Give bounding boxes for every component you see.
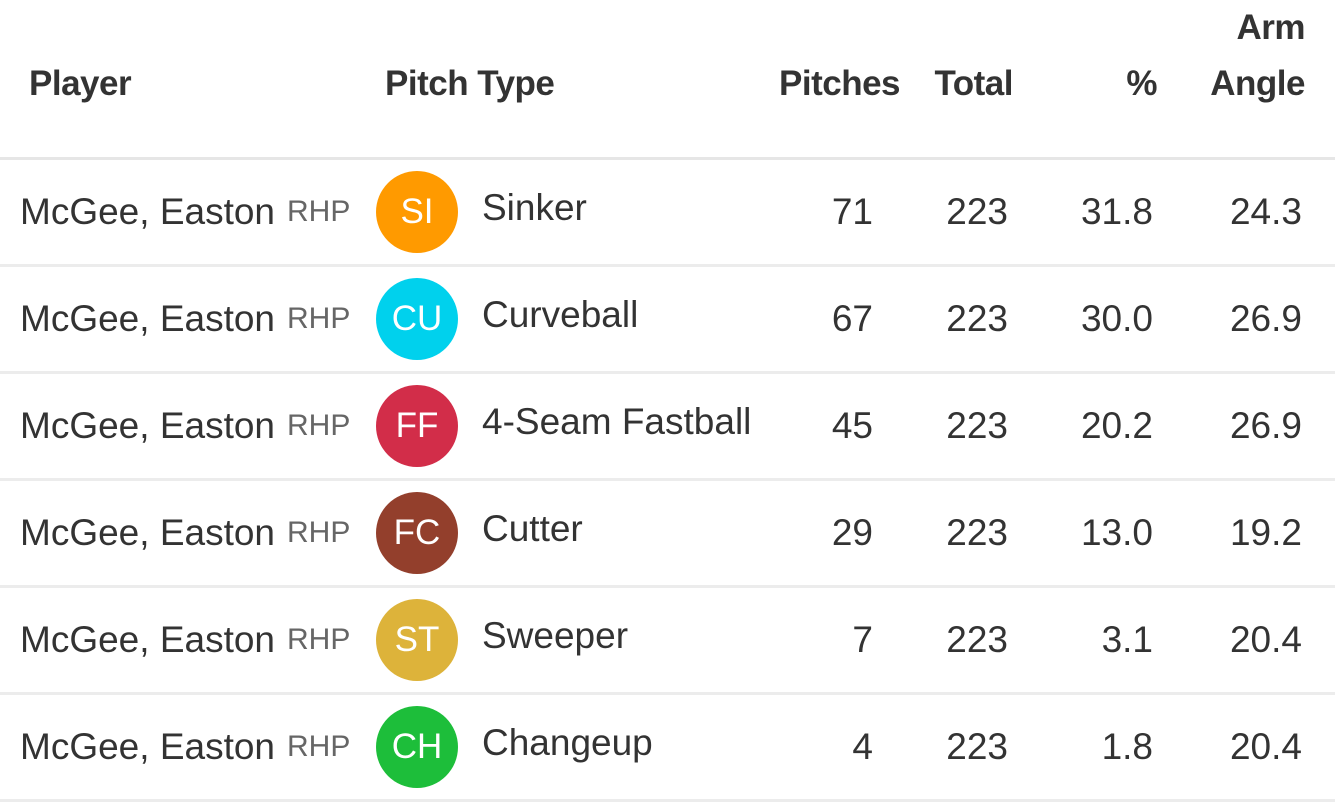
pitch-code-badge: FC (376, 492, 458, 574)
pitch-name: Curveball (482, 294, 639, 335)
arm-angle: 26.9 (1229, 298, 1302, 339)
pitch-name: Sweeper (482, 615, 629, 656)
table-header: Player Pitch Type Pitches Total % Arm An… (0, 0, 1335, 160)
pitch-code-badge: ST (376, 599, 458, 681)
total-count: 223 (946, 619, 1008, 660)
pitch-code-badge: SI (376, 171, 458, 253)
column-header-arm-angle-line1: Arm (1236, 8, 1305, 47)
pitch-count: 67 (831, 298, 873, 339)
arm-angle: 26.9 (1229, 405, 1302, 446)
pitch-code-badge: CH (376, 706, 458, 788)
column-header-percent[interactable]: % (1126, 64, 1157, 103)
pitch-count: 45 (831, 405, 873, 446)
total-count: 223 (946, 191, 1008, 232)
column-header-player[interactable]: Player (29, 64, 132, 103)
pitch-code-badge: FF (376, 385, 458, 467)
total-count: 223 (946, 726, 1008, 767)
arm-angle: 20.4 (1229, 619, 1302, 660)
player-hand: RHP (287, 409, 351, 442)
total-count: 223 (946, 405, 1008, 446)
column-header-arm-angle-line2: Angle (1210, 64, 1305, 103)
player-name[interactable]: McGee, Easton (20, 298, 276, 339)
player-name[interactable]: McGee, Easton (20, 191, 276, 232)
pitch-count: 4 (852, 726, 873, 767)
column-header-pitches[interactable]: Pitches (779, 64, 901, 103)
usage-percent: 31.8 (1080, 191, 1153, 232)
usage-percent: 30.0 (1080, 298, 1153, 339)
pitch-count: 7 (852, 619, 873, 660)
arm-angle: 20.4 (1229, 726, 1302, 767)
column-header-arm-angle[interactable]: Arm Angle (1210, 0, 1305, 112)
player-name[interactable]: McGee, Easton (20, 512, 276, 553)
arm-angle: 24.3 (1229, 191, 1302, 232)
pitch-code-badge: CU (376, 278, 458, 360)
player-hand: RHP (287, 730, 351, 763)
usage-percent: 1.8 (1101, 726, 1153, 767)
table-row: McGee, Easton RHP CH Changeup 4 223 1.8 … (0, 695, 1335, 802)
player-name[interactable]: McGee, Easton (20, 405, 276, 446)
player-hand: RHP (287, 516, 351, 549)
table-row: McGee, Easton RHP SI Sinker 71 223 31.8 … (0, 160, 1335, 267)
pitch-count: 71 (831, 191, 873, 232)
table-row: McGee, Easton RHP FC Cutter 29 223 13.0 … (0, 481, 1335, 588)
arm-angle: 19.2 (1229, 512, 1302, 553)
table-row: McGee, Easton RHP FF 4-Seam Fastball 45 … (0, 374, 1335, 481)
pitch-name: Changeup (482, 722, 653, 763)
column-header-pitch-type[interactable]: Pitch Type (385, 64, 555, 103)
player-hand: RHP (287, 623, 351, 656)
usage-percent: 20.2 (1080, 405, 1153, 446)
total-count: 223 (946, 298, 1008, 339)
player-hand: RHP (287, 302, 351, 335)
pitch-name: Cutter (482, 508, 583, 549)
player-name[interactable]: McGee, Easton (20, 726, 276, 767)
column-header-total[interactable]: Total (934, 64, 1013, 103)
usage-percent: 13.0 (1080, 512, 1153, 553)
table-row: McGee, Easton RHP CU Curveball 67 223 30… (0, 267, 1335, 374)
pitch-name: 4-Seam Fastball (482, 401, 752, 442)
table-row: McGee, Easton RHP ST Sweeper 7 223 3.1 2… (0, 588, 1335, 695)
total-count: 223 (946, 512, 1008, 553)
pitch-count: 29 (831, 512, 873, 553)
usage-percent: 3.1 (1101, 619, 1153, 660)
player-hand: RHP (287, 195, 351, 228)
player-name[interactable]: McGee, Easton (20, 619, 276, 660)
pitch-name: Sinker (482, 187, 587, 228)
